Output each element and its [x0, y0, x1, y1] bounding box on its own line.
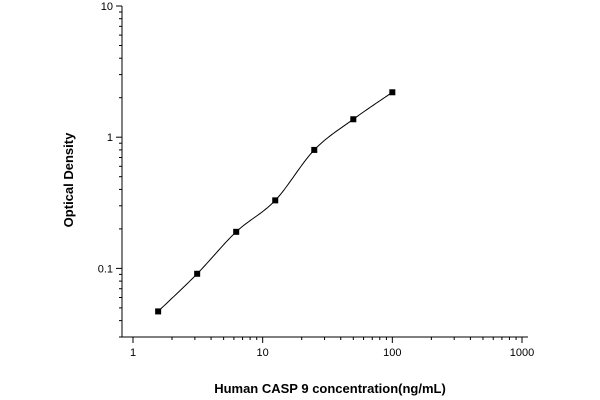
data-point	[155, 308, 162, 315]
data-point	[311, 146, 318, 153]
x-tick-label: 1	[130, 347, 136, 359]
data-points-layer	[155, 89, 396, 315]
data-point	[194, 270, 201, 277]
x-tick-label: 10	[257, 347, 269, 359]
y-tick-label: 10	[101, 1, 113, 13]
y-tick-label: 1	[107, 132, 113, 144]
x-tick-label: 1000	[510, 347, 534, 359]
data-point	[272, 197, 279, 204]
data-point	[389, 89, 396, 96]
x-tick-label: 100	[383, 347, 401, 359]
axes: 1 10 100 1000 0.1 1 10	[98, 1, 535, 359]
y-axis-title: Optical Density	[61, 132, 76, 227]
y-tick-label: 0.1	[98, 263, 113, 275]
x-axis-title: Human CASP 9 concentration(ng/mL)	[214, 381, 446, 396]
data-point	[233, 228, 240, 235]
data-point	[350, 116, 357, 123]
